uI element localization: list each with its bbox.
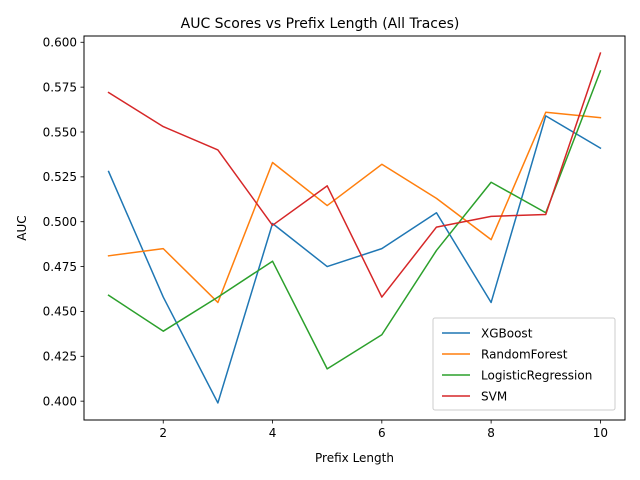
x-axis: 2 4 6 8 10 [159,420,608,440]
y-tick-label: 0.550 [43,125,77,139]
y-tick-label: 0.600 [43,36,77,50]
y-tick-label: 0.475 [43,260,77,274]
y-axis: 0.400 0.425 0.450 0.475 0.500 0.525 0.550 0.575… [43,36,84,408]
plot-frame [83,35,626,421]
y-tick-label: 0.575 [43,80,77,94]
y-tick-label: 0.450 [43,305,77,319]
y-tick-label: 0.400 [43,394,77,408]
series-line-logisticregression [107,70,602,370]
x-tick-label: 6 [378,426,386,440]
x-axis-label: Prefix Length [315,451,394,465]
legend: XGBoost RandomForest LogisticRegression SVM [432,317,616,411]
y-tick-label: 0.425 [43,350,77,364]
x-tick-label: 10 [593,426,608,440]
x-tick-label: 8 [487,426,495,440]
series-line-svm [107,52,602,298]
y-axis-label: AUC [15,215,29,240]
chart-title: AUC Scores vs Prefix Length (All Traces) [181,16,460,32]
series-line-randomforest [107,111,602,304]
legend-label: XGBoost [481,326,533,340]
legend-label: RandomForest [481,347,568,361]
legend-label: LogisticRegression [481,368,592,382]
plot-lines [107,52,602,404]
series-line-xgboost [107,115,602,404]
x-tick-label: 4 [269,426,277,440]
x-tick-label: 2 [159,426,167,440]
y-tick-label: 0.525 [43,170,77,184]
y-tick-label: 0.500 [43,215,77,229]
legend-label: SVM [481,389,507,403]
legend-box [432,317,616,411]
